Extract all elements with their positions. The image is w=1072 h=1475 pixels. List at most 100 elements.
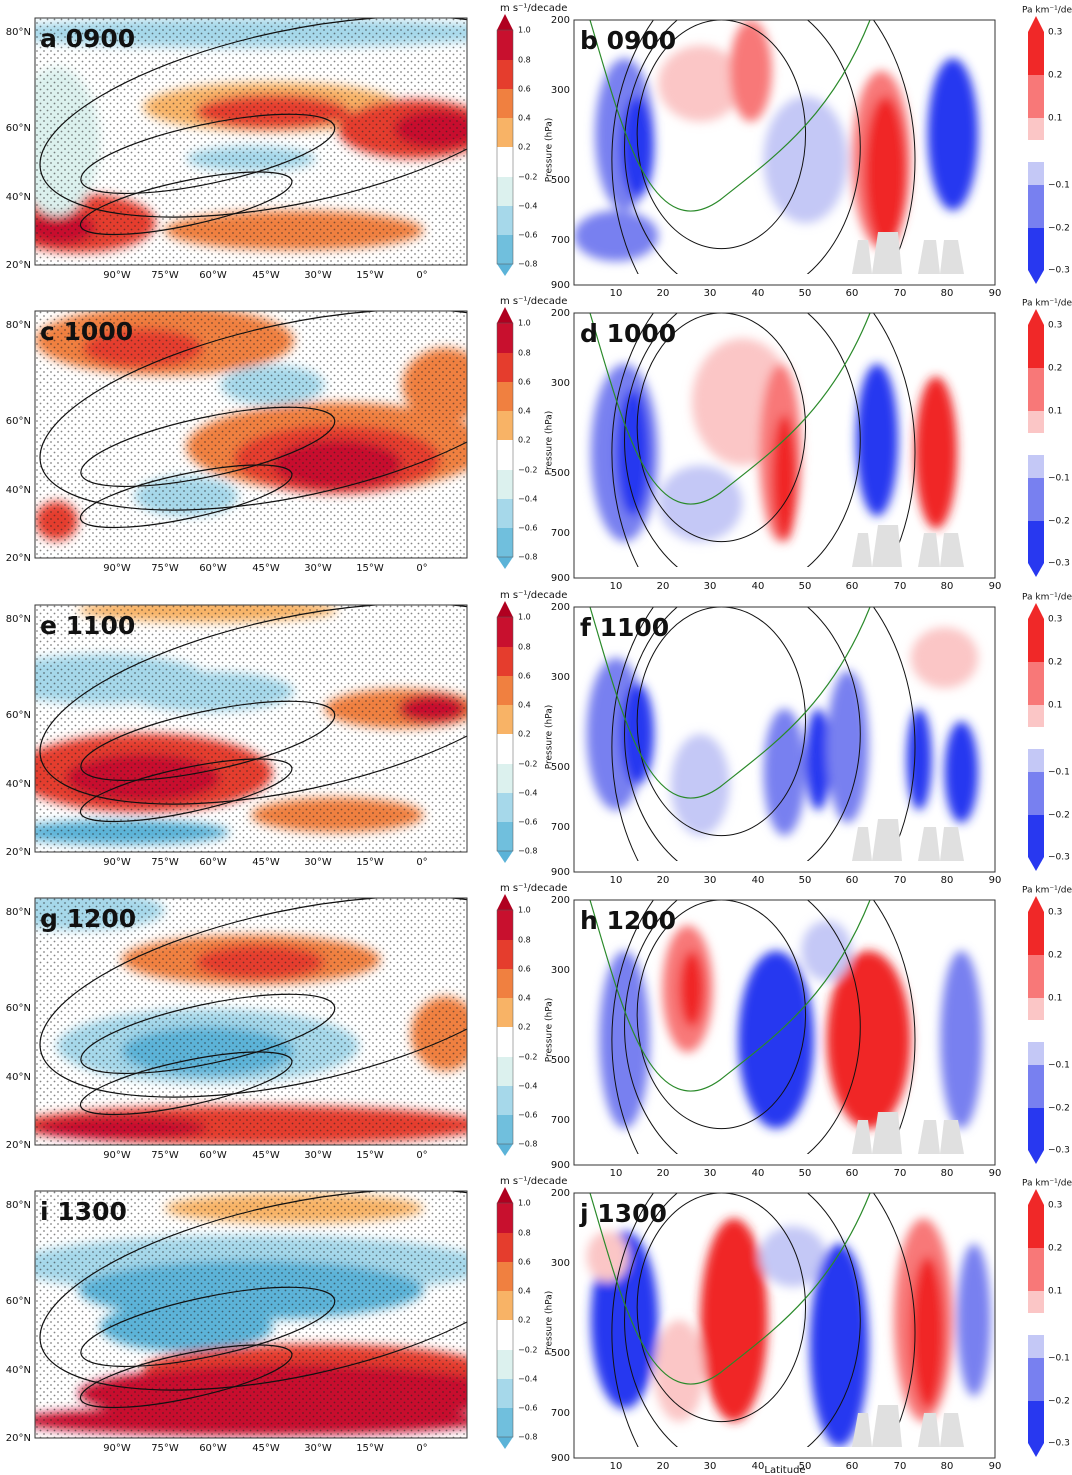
lat-label: 80°N <box>6 1200 31 1211</box>
section-panel-label: d 1000 <box>580 319 676 348</box>
colorbar-frame <box>496 322 514 558</box>
latitude-label: 50 <box>799 581 812 592</box>
lat-label: 20°N <box>6 553 31 564</box>
colorbar-tick-label: 1.0 <box>518 26 531 35</box>
lon-label: 30°W <box>304 270 332 281</box>
wind-contour <box>611 1193 916 1447</box>
colorbar-extend <box>497 601 513 617</box>
colorbar-band <box>497 147 513 177</box>
latitude-label: 30 <box>704 875 717 886</box>
wind-contour <box>624 1193 861 1447</box>
map-frame <box>34 17 468 266</box>
colorbar-tick-label: −0.2 <box>1048 1104 1070 1114</box>
lon-label: 30°W <box>304 1443 332 1454</box>
terrain <box>852 232 964 274</box>
latitude-label: 80 <box>941 288 954 299</box>
colorbar-tick-label: 0.2 <box>1048 71 1062 81</box>
jet-contour <box>39 898 467 1098</box>
latitude-label: 60 <box>846 875 859 886</box>
wind-contour <box>624 900 861 1154</box>
wind-contour <box>611 313 916 567</box>
lon-label: 60°W <box>199 857 227 868</box>
stipple <box>35 1191 467 1438</box>
colorbar-band <box>1028 140 1044 162</box>
section-y-label: Pressure (hPa) <box>545 998 555 1063</box>
jet-contour <box>39 1191 467 1391</box>
lon-label: 75°W <box>151 270 179 281</box>
omega-anomaly <box>809 1243 869 1447</box>
colorbar-band <box>497 1379 513 1408</box>
colorbar-band <box>497 323 513 353</box>
latitude-label: 70 <box>894 1461 907 1472</box>
pressure-label: 200 <box>551 308 570 319</box>
panel-row: c 1000 80°N 60°N 40°N 20°N 90°W 75°W 60°W 45°W 30… <box>6 296 1072 592</box>
colorbar-band <box>1028 1291 1044 1313</box>
colorbar-band <box>1028 118 1044 140</box>
isentrope <box>589 900 871 1092</box>
section-frame <box>573 606 996 873</box>
lat-label: 40°N <box>6 1072 31 1083</box>
jet-contour <box>79 171 293 236</box>
pressure-label: 300 <box>551 965 570 976</box>
section-panel-label: f 1100 <box>580 613 669 642</box>
latitude-label: 90 <box>989 875 1002 886</box>
map-panel-label: g 1200 <box>40 904 136 933</box>
colorbar-extend <box>497 264 513 276</box>
pressure-label: 900 <box>551 867 570 878</box>
map-panel <box>35 311 467 558</box>
latitude-label: 30 <box>704 288 717 299</box>
colorbar-band <box>1028 727 1044 749</box>
colorbar-extend <box>497 557 513 569</box>
colorbar-unit: m s⁻¹/decade <box>500 296 567 307</box>
colorbar-tick-label: 0.4 <box>518 701 531 710</box>
pressure-label: 300 <box>551 378 570 389</box>
omega-anomaly <box>616 389 650 517</box>
map-panel-label: c 1000 <box>40 317 133 346</box>
lon-label: 15°W <box>356 1150 384 1161</box>
colorbar-band <box>1028 815 1044 857</box>
omega-anomaly <box>856 363 899 517</box>
colorbar-band <box>497 705 513 734</box>
colorbar-tick-label: 0.8 <box>518 643 531 652</box>
lon-label: 0° <box>416 563 427 574</box>
omega-anomaly <box>729 20 772 122</box>
colorbar-tick-label: −0.1 <box>1048 1354 1070 1364</box>
jet-contour <box>39 311 467 511</box>
section-panel <box>574 607 995 861</box>
colorbar-tick-label: 0.4 <box>518 114 531 123</box>
colorbar-tick-label: −0.1 <box>1048 474 1070 484</box>
omega-anomaly <box>700 1218 768 1422</box>
colorbar-tick-label: 0.1 <box>1048 701 1062 711</box>
latitude-label: 10 <box>610 581 623 592</box>
lon-label: 90°W <box>103 857 131 868</box>
colorbar-frame <box>496 909 514 1145</box>
colorbar-extend <box>1028 16 1044 32</box>
jet-contour <box>79 1051 293 1116</box>
colorbar-band <box>1028 1248 1044 1291</box>
colorbar-tick-label: 0.2 <box>518 1316 531 1325</box>
colorbar-band <box>497 676 513 705</box>
colorbar-band <box>1028 1313 1044 1335</box>
omega-anomaly <box>586 1231 629 1282</box>
colorbar-band <box>497 617 513 647</box>
latitude-label: 70 <box>894 1168 907 1179</box>
colorbar-extend <box>1028 563 1044 577</box>
section-panel-label: j 1300 <box>579 1199 667 1228</box>
colorbar-band <box>1028 411 1044 433</box>
colorbar-unit: m s⁻¹/decade <box>500 883 567 894</box>
pressure-label: 700 <box>551 235 570 246</box>
colorbar-tick-label: −0.1 <box>1048 1061 1070 1071</box>
jet-contour <box>80 1286 336 1368</box>
latitude-label: 30 <box>704 1461 717 1472</box>
section-panel-label: h 1200 <box>580 906 676 935</box>
wind-contour <box>636 607 807 837</box>
colorbar-tick-label: 0.2 <box>518 143 531 152</box>
lon-label: 60°W <box>199 270 227 281</box>
colorbar-band <box>497 764 513 793</box>
lat-label: 80°N <box>6 320 31 331</box>
colorbar-unit: Pa km⁻¹/decade <box>1022 1179 1072 1189</box>
colorbar-tick-label: 0.2 <box>1048 658 1062 668</box>
section-panel-label: b 0900 <box>580 26 676 55</box>
map-panel <box>35 1191 467 1438</box>
colorbar-tick-label: −0.8 <box>518 847 537 856</box>
